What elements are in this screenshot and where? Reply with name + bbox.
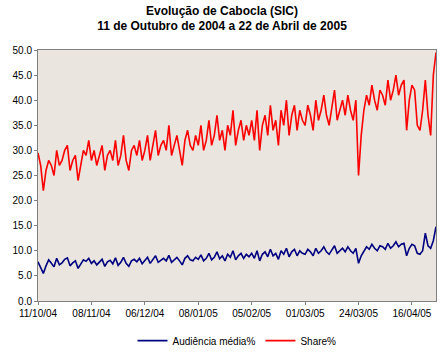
svg-text:11/10/04: 11/10/04 bbox=[19, 308, 58, 319]
svg-text:Evolução de Cabocla (SIC)11 de: Evolução de Cabocla (SIC)11 de Outubro d… bbox=[97, 4, 347, 34]
svg-text:01/03/05: 01/03/05 bbox=[286, 308, 325, 319]
svg-text:15.0: 15.0 bbox=[13, 220, 33, 231]
svg-text:Share%: Share% bbox=[300, 336, 336, 347]
svg-text:06/12/04: 06/12/04 bbox=[125, 308, 164, 319]
svg-text:05/02/05: 05/02/05 bbox=[232, 308, 271, 319]
svg-text:45.0: 45.0 bbox=[13, 70, 33, 81]
svg-text:5.0: 5.0 bbox=[18, 270, 32, 281]
svg-text:10.0: 10.0 bbox=[13, 245, 33, 256]
svg-text:25.0: 25.0 bbox=[13, 170, 33, 181]
svg-text:08/11/04: 08/11/04 bbox=[72, 308, 111, 319]
svg-text:16/04/05: 16/04/05 bbox=[392, 308, 431, 319]
svg-text:08/01/05: 08/01/05 bbox=[179, 308, 218, 319]
svg-text:Audiência média%: Audiência média% bbox=[173, 336, 256, 347]
svg-text:24/03/05: 24/03/05 bbox=[339, 308, 378, 319]
svg-text:50.0: 50.0 bbox=[13, 45, 33, 56]
svg-text:40.0: 40.0 bbox=[13, 95, 33, 106]
svg-text:30.0: 30.0 bbox=[13, 145, 33, 156]
svg-text:0.0: 0.0 bbox=[18, 296, 32, 307]
svg-text:35.0: 35.0 bbox=[13, 120, 33, 131]
svg-text:20.0: 20.0 bbox=[13, 195, 33, 206]
